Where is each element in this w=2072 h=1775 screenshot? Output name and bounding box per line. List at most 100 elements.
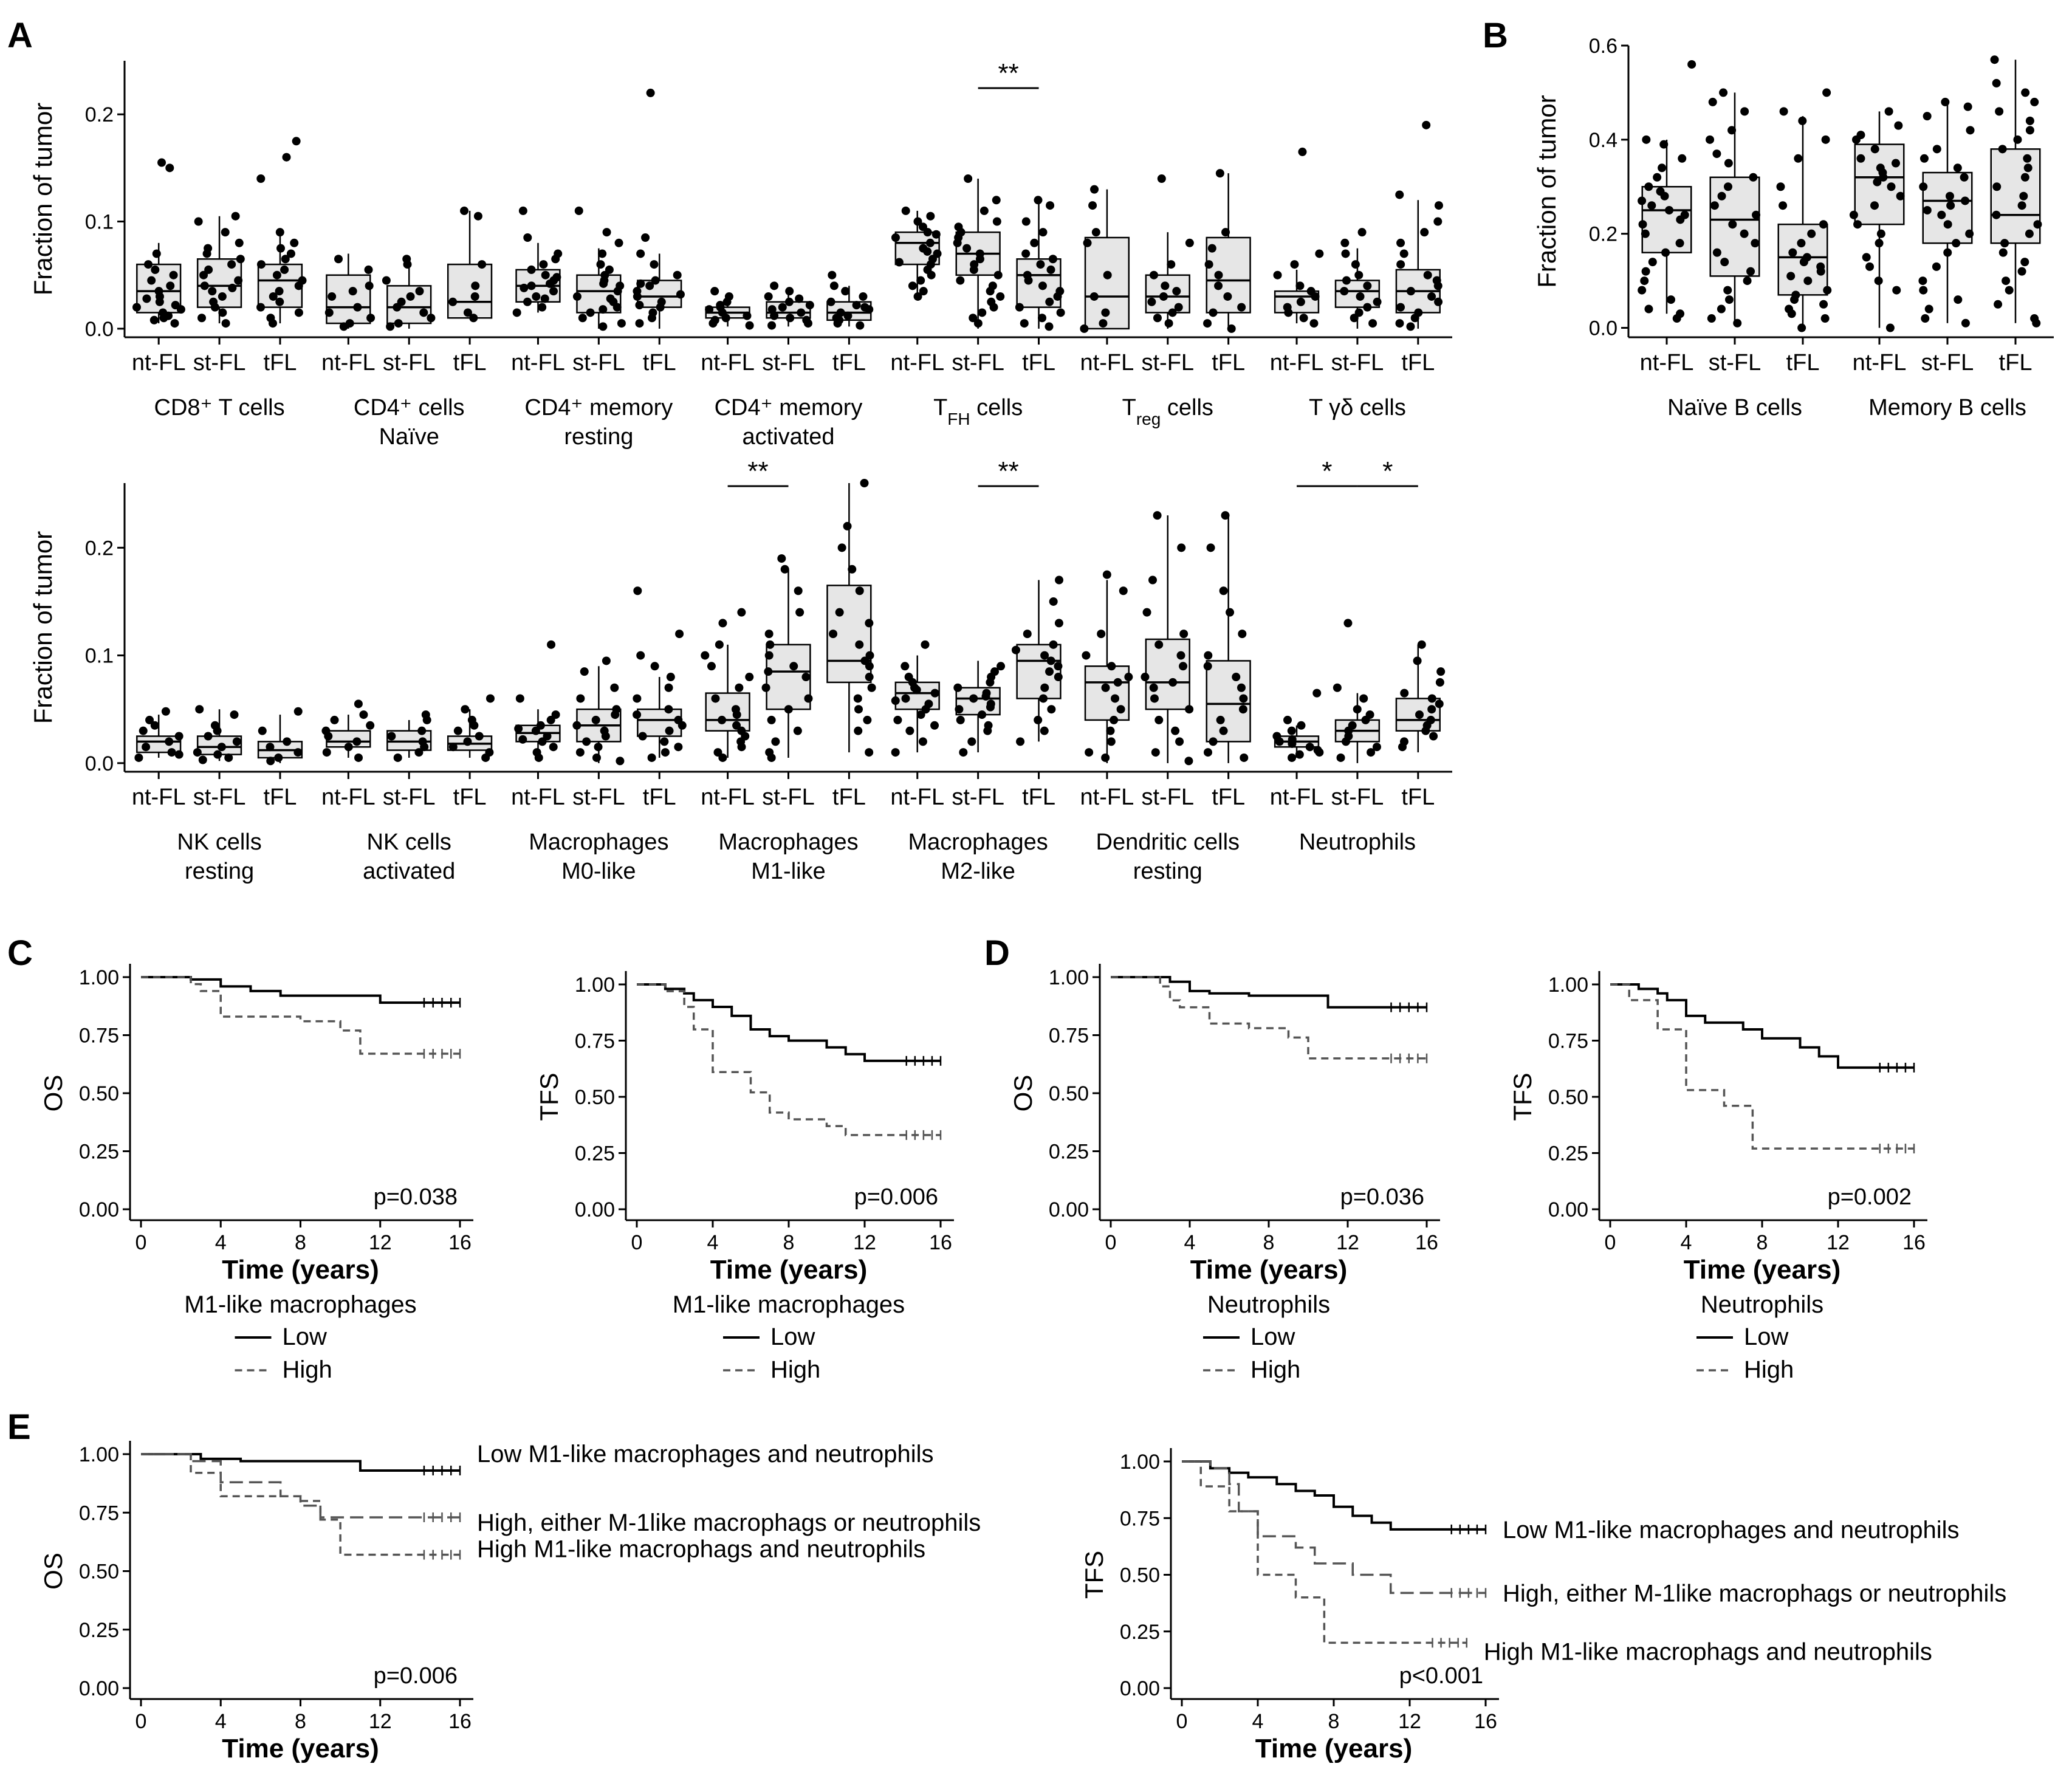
x-tick-label: 4 <box>215 1710 227 1733</box>
data-point <box>532 292 541 301</box>
data-point <box>975 255 984 264</box>
data-point <box>848 565 857 574</box>
data-point <box>1238 630 1247 639</box>
data-point <box>2033 220 2042 229</box>
data-point <box>675 630 684 639</box>
data-point <box>732 710 741 719</box>
group-label: tFL <box>1999 350 2033 376</box>
km-curve <box>1182 1460 1486 1595</box>
data-point <box>1207 244 1216 253</box>
data-point <box>256 174 266 183</box>
data-point <box>710 287 719 296</box>
data-point <box>1177 543 1186 552</box>
x-tick-label: 8 <box>1328 1710 1340 1733</box>
data-point <box>1203 748 1212 757</box>
data-point <box>633 710 642 719</box>
data-point <box>973 319 983 328</box>
group-label: st-FL <box>762 350 815 376</box>
data-point <box>1312 688 1322 698</box>
data-point <box>1707 314 1716 323</box>
data-point <box>448 297 458 306</box>
data-point <box>923 247 932 256</box>
data-point <box>1024 276 1033 285</box>
data-point <box>538 737 547 746</box>
data-point <box>891 748 900 757</box>
data-point <box>2023 154 2032 163</box>
data-point <box>473 211 482 221</box>
data-point <box>1204 651 1213 660</box>
data-point <box>674 743 683 752</box>
data-point <box>1874 276 1883 286</box>
data-point <box>330 715 339 724</box>
data-point <box>1372 743 1381 752</box>
y-axis-title: OS <box>39 1075 67 1112</box>
y-tick-label: 0.2 <box>85 537 114 560</box>
data-point <box>1727 126 1737 135</box>
data-point <box>1350 314 1359 323</box>
category-label: T γδ cells <box>1309 395 1406 421</box>
legend-label: Low <box>770 1324 815 1350</box>
data-point <box>1111 694 1120 703</box>
data-point <box>997 662 1006 671</box>
data-point <box>737 608 746 617</box>
data-point <box>1436 667 1446 676</box>
data-point <box>1309 319 1319 328</box>
data-point <box>448 743 458 752</box>
x-tick-label: 0 <box>631 1231 643 1254</box>
data-point <box>1315 249 1324 258</box>
group-label: st-FL <box>193 785 246 810</box>
data-point <box>1340 287 1349 296</box>
data-point <box>1149 683 1158 692</box>
data-point <box>978 308 987 317</box>
data-point <box>198 755 207 764</box>
p-value: p=0.002 <box>1828 1184 1912 1210</box>
data-point <box>1816 267 1825 276</box>
data-point <box>918 737 927 746</box>
group-label: tFL <box>264 785 297 810</box>
data-point <box>1113 678 1122 687</box>
data-point <box>1400 688 1409 698</box>
data-point <box>1776 182 1785 191</box>
y-tick-label: 0.1 <box>85 211 114 234</box>
data-point <box>1429 732 1438 741</box>
group-label: st-FL <box>193 350 246 376</box>
data-point <box>339 322 348 331</box>
data-point <box>199 270 208 280</box>
data-point <box>1396 238 1405 247</box>
legend-title: M1-like macrophages <box>673 1291 905 1318</box>
data-point <box>636 279 645 288</box>
data-point <box>1341 249 1350 258</box>
data-point <box>1641 267 1650 276</box>
data-point <box>865 662 874 671</box>
data-point <box>804 694 813 703</box>
data-point <box>1106 737 1116 746</box>
data-point <box>200 281 209 290</box>
data-point <box>636 651 645 660</box>
data-point <box>520 283 529 292</box>
data-point <box>272 270 281 280</box>
group-label: nt-FL <box>1640 350 1694 376</box>
category-label: resting <box>185 859 254 884</box>
data-point <box>767 321 777 330</box>
y-tick-label: 0.25 <box>1049 1141 1089 1164</box>
data-point <box>1089 292 1099 301</box>
data-point <box>1054 662 1063 671</box>
data-point <box>471 281 480 290</box>
legend-label: Low <box>1250 1324 1295 1350</box>
data-point <box>925 238 935 247</box>
data-point <box>234 276 243 285</box>
data-point <box>1648 258 1657 267</box>
data-point <box>1720 258 1729 267</box>
data-point <box>602 656 611 665</box>
data-point <box>470 292 479 301</box>
data-point <box>1821 135 1830 144</box>
data-point <box>1992 182 2002 191</box>
data-point <box>1799 258 1808 267</box>
x-tick-label: 16 <box>1474 1710 1497 1733</box>
data-point <box>1045 667 1054 676</box>
data-point <box>1214 270 1223 280</box>
data-point <box>324 732 333 741</box>
data-point <box>865 748 874 757</box>
data-point <box>843 311 852 320</box>
data-point <box>145 715 154 724</box>
